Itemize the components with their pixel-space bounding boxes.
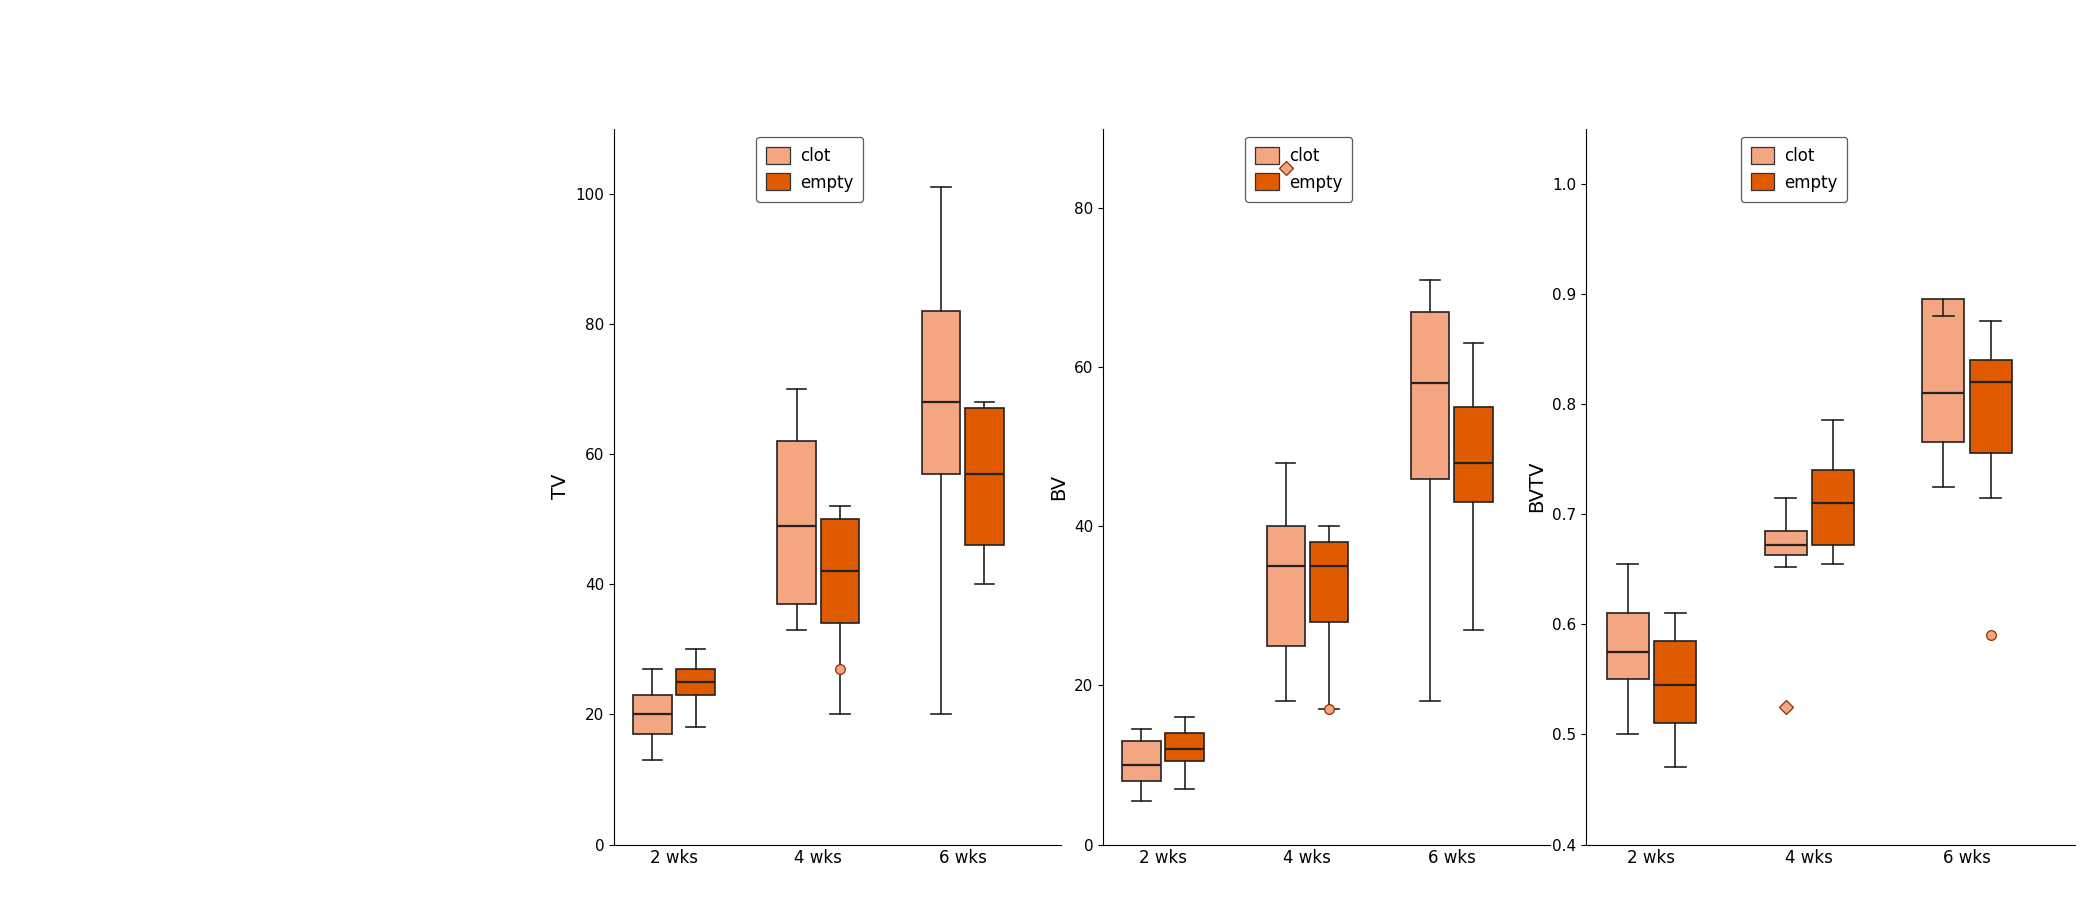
Text: 6 wks: 6 wks <box>31 668 89 687</box>
PathPatch shape <box>1455 407 1492 502</box>
Text: 2 wks: 2 wks <box>31 81 89 99</box>
PathPatch shape <box>1165 733 1205 761</box>
PathPatch shape <box>1923 299 1964 442</box>
PathPatch shape <box>1765 531 1806 554</box>
PathPatch shape <box>820 519 859 623</box>
PathPatch shape <box>633 695 672 733</box>
PathPatch shape <box>922 311 959 474</box>
Y-axis label: TV: TV <box>551 474 570 499</box>
PathPatch shape <box>1267 526 1305 645</box>
Legend: clot, empty: clot, empty <box>1247 137 1353 202</box>
PathPatch shape <box>1411 311 1448 478</box>
Legend: clot, empty: clot, empty <box>1742 137 1848 202</box>
Legend: clot, empty: clot, empty <box>757 137 864 202</box>
PathPatch shape <box>676 669 716 695</box>
PathPatch shape <box>1122 741 1161 781</box>
PathPatch shape <box>1813 470 1854 545</box>
PathPatch shape <box>1654 641 1696 723</box>
PathPatch shape <box>966 409 1003 545</box>
Text: 2mm: 2mm <box>243 842 287 860</box>
PathPatch shape <box>778 441 816 604</box>
Y-axis label: BV: BV <box>1049 474 1068 499</box>
PathPatch shape <box>1969 360 2012 453</box>
Text: 4 wks: 4 wks <box>31 375 89 393</box>
Y-axis label: BVTV: BVTV <box>1527 461 1546 512</box>
PathPatch shape <box>1607 613 1648 679</box>
PathPatch shape <box>1309 543 1348 621</box>
